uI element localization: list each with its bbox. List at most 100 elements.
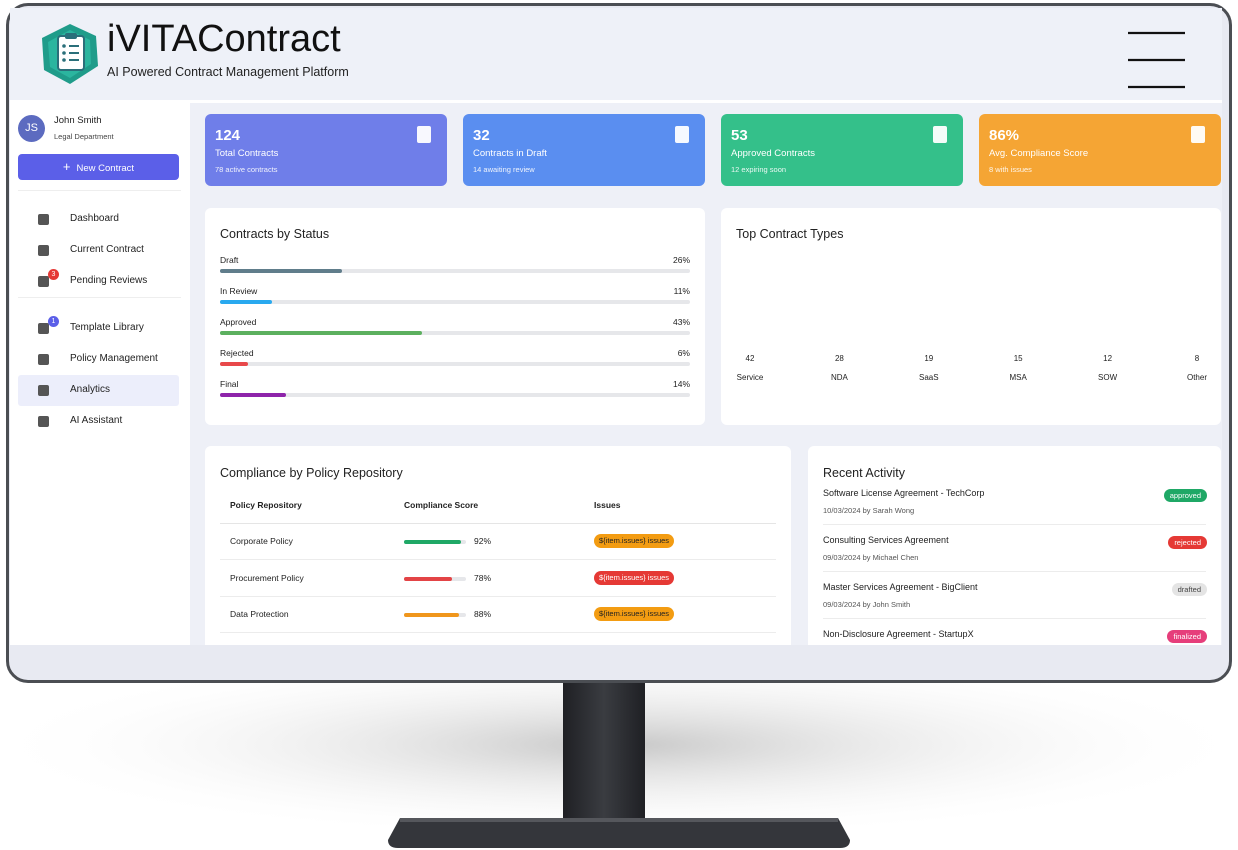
stat-card: 124 Total Contracts 78 active contracts xyxy=(205,114,447,186)
row-divider xyxy=(220,595,776,597)
column-header: Policy Repository xyxy=(230,500,302,510)
divider xyxy=(18,190,181,191)
type-count: 28 xyxy=(834,354,844,363)
row-divider xyxy=(220,632,776,633)
stat-value: 53 xyxy=(731,127,748,144)
type-label: SaaS xyxy=(919,373,939,382)
stat-label: Contracts in Draft xyxy=(473,148,547,159)
activity-title: Master Services Agreement - BigClient xyxy=(823,582,978,592)
column-header: Issues xyxy=(594,500,621,510)
issues-badge: ${item.issues} issues xyxy=(594,534,675,548)
app-subtitle: AI Powered Contract Management Platform xyxy=(107,65,349,79)
status-badge: rejected xyxy=(1168,536,1207,549)
header-divider xyxy=(10,100,1222,103)
stat-note: 8 with issues xyxy=(989,165,1032,174)
status-percent: 6% xyxy=(677,348,690,358)
panel-title: Top Contract Types xyxy=(736,227,844,241)
progress-track xyxy=(220,362,690,366)
nav-label: AI Assistant xyxy=(70,415,123,426)
type-label: MSA xyxy=(1009,373,1027,382)
status-percent: 43% xyxy=(672,317,690,327)
issues-badge: ${item.issues} issues xyxy=(594,607,675,621)
stat-icon xyxy=(1191,126,1205,143)
panel-title: Compliance by Policy Repository xyxy=(220,466,403,480)
nav-item[interactable]: Analytics xyxy=(18,375,179,406)
nav-item[interactable]: Pending Reviews 3 xyxy=(18,266,179,297)
button-label: New Contract xyxy=(76,163,135,174)
progress-bar xyxy=(220,300,272,304)
nav-item[interactable]: Dashboard xyxy=(18,204,179,235)
menu-button[interactable] xyxy=(1126,28,1188,92)
row-divider xyxy=(823,618,1206,619)
stat-card: 32 Contracts in Draft 14 awaiting review xyxy=(463,114,705,186)
status-badge: drafted xyxy=(1171,583,1207,596)
nav-item[interactable]: Template Library 1 xyxy=(18,313,179,344)
progress-bar xyxy=(220,269,343,273)
nav-icon xyxy=(38,385,49,396)
stat-card: 86% Avg. Compliance Score 8 with issues xyxy=(979,114,1221,186)
nav-label: Dashboard xyxy=(70,213,119,224)
progress-bar xyxy=(220,331,423,335)
status-percent: 26% xyxy=(672,255,690,265)
policy-name: Data Protection xyxy=(230,609,289,619)
progress-track xyxy=(220,393,690,397)
stat-icon xyxy=(417,126,431,143)
progress-bar xyxy=(220,393,286,397)
nav-label: Pending Reviews xyxy=(70,275,148,286)
status-badge: approved xyxy=(1163,489,1207,502)
stat-value: 32 xyxy=(473,127,490,144)
header: iVITAContract AI Powered Contract Manage… xyxy=(10,8,1222,100)
stat-note: 78 active contracts xyxy=(215,165,278,174)
stat-value: 124 xyxy=(215,127,241,144)
score-label: 78% xyxy=(474,572,492,583)
row-divider xyxy=(220,523,776,524)
nav-icon xyxy=(38,323,49,334)
nav-icon xyxy=(38,245,49,256)
stat-card: 53 Approved Contracts 12 expiring soon xyxy=(721,114,963,186)
panel-title: Contracts by Status xyxy=(220,227,330,241)
nav-label: Policy Management xyxy=(70,353,158,364)
user-name: John Smith xyxy=(54,115,102,126)
status-label: Draft xyxy=(220,255,239,265)
new-contract-button[interactable]: + New Contract xyxy=(18,154,179,180)
stat-value: 86% xyxy=(989,127,1020,144)
score-bar xyxy=(404,613,459,617)
nav-badge: 3 xyxy=(48,269,59,280)
nav-item[interactable]: Policy Management xyxy=(18,344,179,375)
activity-meta: 09/03/2024 by John Smith xyxy=(823,600,911,609)
app-title: iVITAContract xyxy=(107,18,341,60)
score-bar xyxy=(404,540,462,544)
status-label: Final xyxy=(220,379,239,389)
stat-label: Total Contracts xyxy=(215,148,279,159)
activity-meta: 10/03/2024 by Sarah Wong xyxy=(823,506,915,515)
sidebar: JS John Smith Legal Department + New Cont… xyxy=(10,103,190,645)
type-count: 12 xyxy=(1103,354,1113,363)
nav-item[interactable]: Current Contract xyxy=(18,235,179,266)
nav-icon xyxy=(38,416,49,427)
score-label: 92% xyxy=(474,536,492,546)
type-count: 42 xyxy=(745,354,755,363)
row-divider xyxy=(823,524,1206,525)
status-label: In Review xyxy=(220,286,258,296)
nav-label: Analytics xyxy=(70,384,111,395)
score-label: 88% xyxy=(474,609,492,619)
activity-meta: 09/03/2024 by Michael Chen xyxy=(823,553,919,562)
nav-item[interactable]: AI Assistant xyxy=(18,406,179,437)
compliance-panel: Compliance by Policy Repository Policy Re… xyxy=(205,446,791,645)
nav-badge: 1 xyxy=(48,316,59,327)
stat-icon xyxy=(675,126,689,143)
status-badge: finalized xyxy=(1167,630,1207,643)
column-header: Compliance Score xyxy=(404,500,479,510)
activity-title: Consulting Services Agreement xyxy=(823,535,949,545)
activity-panel: Recent Activity Software License Agreemen… xyxy=(808,446,1221,645)
status-label: Rejected xyxy=(220,348,254,358)
progress-bar xyxy=(220,362,249,366)
row-divider xyxy=(823,571,1206,572)
stat-note: 14 awaiting review xyxy=(473,165,535,174)
status-panel: Contracts by Status Draft 26% In Review 11% A… xyxy=(205,208,705,425)
issues-badge: ${item.issues} issues xyxy=(594,570,675,585)
stat-icon xyxy=(933,126,947,143)
stat-label: Avg. Compliance Score xyxy=(989,148,1089,159)
